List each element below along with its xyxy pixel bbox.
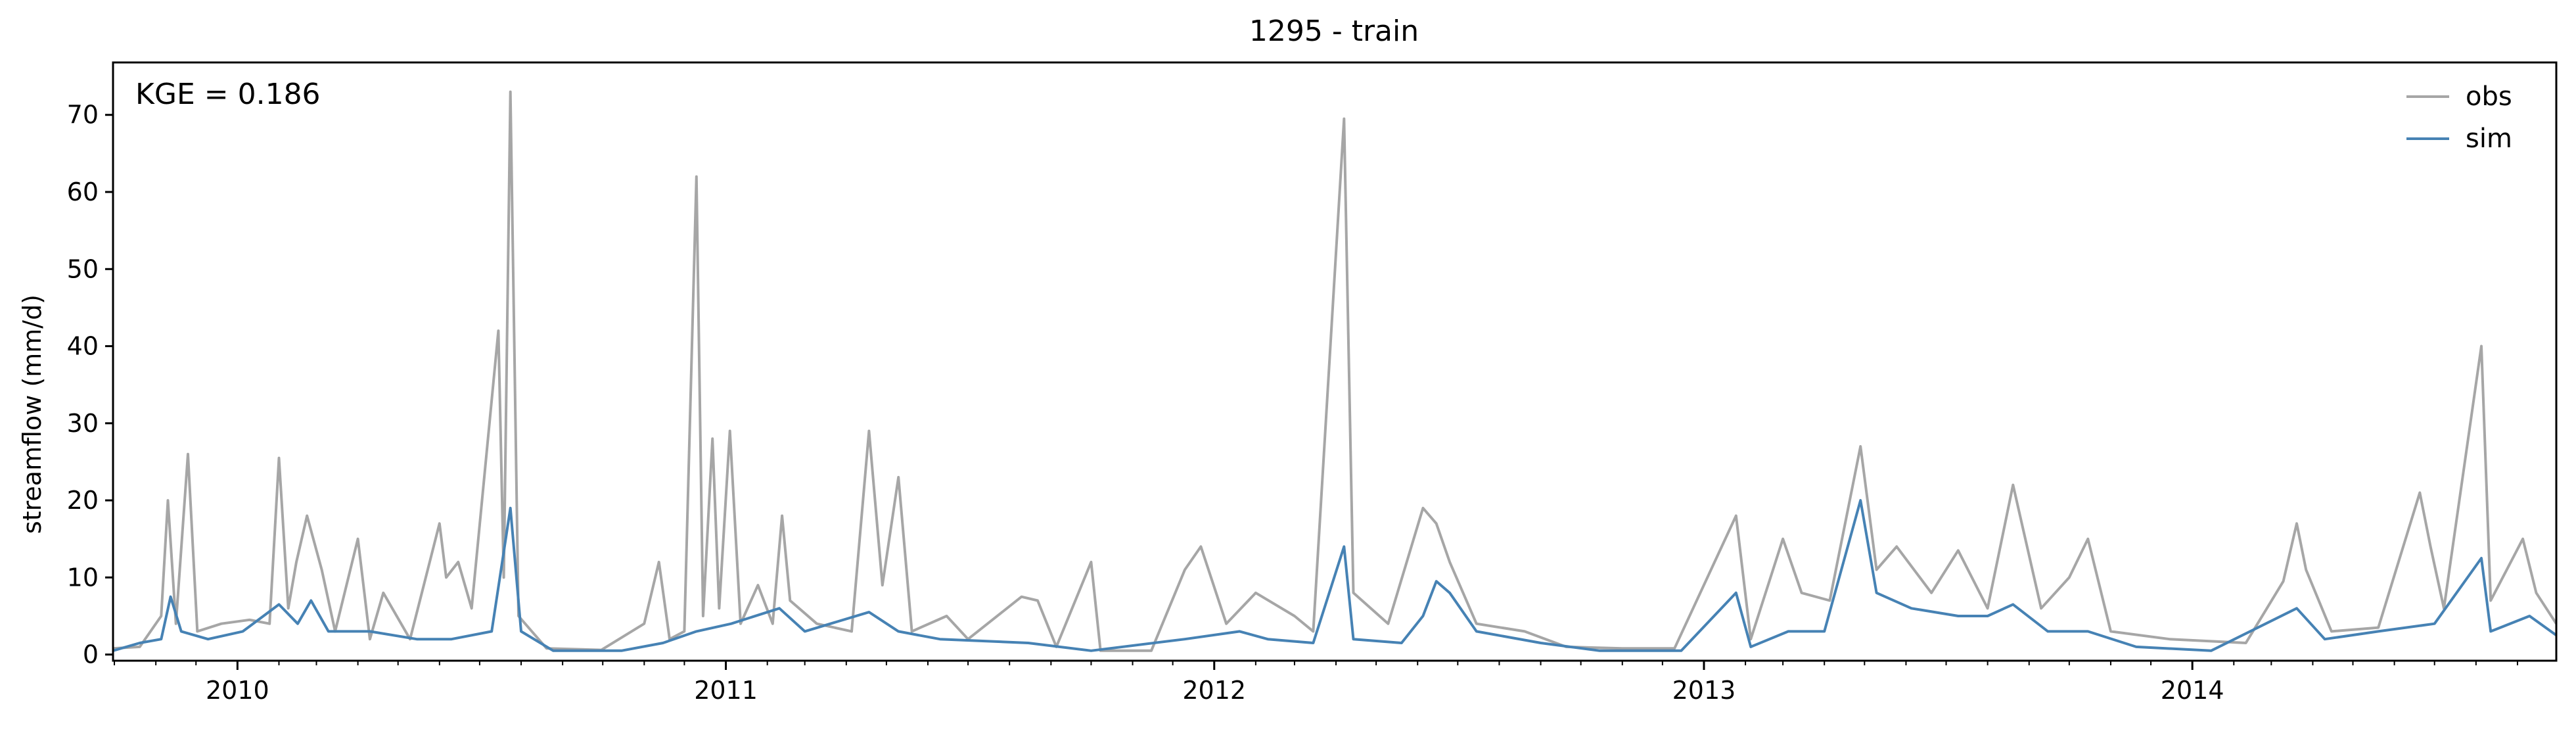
series-layer — [112, 90, 2558, 652]
x-tick-label: 2011 — [694, 676, 758, 705]
legend-label-obs: obs — [2466, 82, 2512, 112]
kge-annotation: KGE = 0.186 — [135, 78, 321, 111]
y-axis-label: streamflow (mm/d) — [18, 295, 47, 534]
y-axis: 0 10 20 30 40 50 60 70 — [67, 101, 113, 669]
y-tick-label: 70 — [67, 101, 99, 130]
y-tick-label: 60 — [67, 178, 99, 206]
x-axis: 2010 2011 2012 2013 2014 — [114, 661, 2518, 705]
x-tick-label: 2014 — [2161, 676, 2224, 705]
y-tick-label: 10 — [67, 563, 99, 592]
legend-label-sim: sim — [2466, 124, 2512, 154]
x-tick-label: 2010 — [206, 676, 269, 705]
y-tick-label: 30 — [67, 409, 99, 438]
y-tick-label: 0 — [83, 640, 99, 669]
x-tick-label: 2012 — [1182, 676, 1246, 705]
chart-title: 1295 - train — [1249, 14, 1419, 48]
y-tick-label: 40 — [67, 332, 99, 361]
legend: obs sim — [2406, 82, 2512, 154]
series-line-obs — [112, 90, 2558, 652]
y-tick-label: 20 — [67, 486, 99, 515]
series-line-sim — [112, 499, 2558, 652]
x-tick-label: 2013 — [1672, 676, 1736, 705]
plot-frame — [112, 61, 2558, 662]
y-tick-label: 50 — [67, 254, 99, 283]
